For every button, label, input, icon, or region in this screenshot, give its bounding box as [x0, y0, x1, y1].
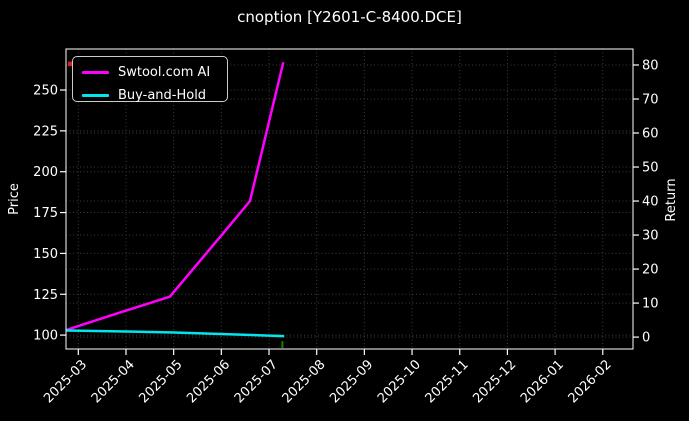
return-tick-label: 0 — [642, 331, 650, 346]
red-marker — [67, 61, 73, 67]
return-tick-label: 50 — [642, 161, 659, 176]
x-tick-label: 2025-03 — [41, 357, 90, 406]
return-tick-label: 20 — [642, 263, 659, 278]
legend-label-swtool-ai: Swtool.com AI — [118, 65, 211, 80]
legend-label-buy-and-hold: Buy-and-Hold — [118, 88, 207, 103]
x-tick-label: 2025-08 — [280, 357, 329, 406]
price-tick-label: 200 — [33, 165, 58, 180]
return-axis-label: Return — [664, 178, 679, 222]
return-tick-label: 10 — [642, 297, 659, 312]
x-tick-label: 2025-05 — [137, 357, 186, 406]
x-tick-label: 2025-07 — [232, 357, 281, 406]
price-tick-label: 100 — [33, 329, 58, 344]
price-tick-label: 250 — [33, 84, 58, 99]
x-tick-label: 2026-02 — [566, 357, 615, 406]
return-tick-label: 30 — [642, 229, 659, 244]
x-tick-label: 2025-12 — [470, 357, 519, 406]
return-tick-label: 60 — [642, 127, 659, 142]
price-tick-label: 150 — [33, 247, 58, 262]
legend-item-buy-and-hold: Buy-and-Hold — [73, 84, 227, 107]
price-tick-label: 175 — [33, 206, 58, 221]
x-tick-label: 2025-11 — [423, 357, 472, 406]
x-tick-label: 2025-04 — [89, 357, 138, 406]
return-tick-label: 40 — [642, 195, 659, 210]
buy-and-hold-line-swatch — [82, 94, 109, 97]
price-axis-label: Price — [7, 183, 22, 215]
price-tick-label: 225 — [33, 124, 58, 139]
x-tick-label: 2025-06 — [184, 357, 233, 406]
legend-item-swtool-ai: Swtool.com AI — [73, 61, 227, 84]
legend: Swtool.com AI Buy-and-Hold — [72, 56, 228, 102]
return-tick-label: 80 — [642, 58, 659, 73]
plot-border — [65, 48, 634, 350]
chart-title: cnoption [Y2601-C-8400.DCE] — [237, 8, 462, 26]
return-tick-label: 70 — [642, 93, 659, 108]
price-tick-label: 125 — [33, 288, 58, 303]
swtool-ai-line-swatch — [82, 71, 109, 74]
x-tick-label: 2025-09 — [327, 357, 376, 406]
series-line-buy-and-hold — [65, 329, 285, 338]
x-tick-label: 2026-01 — [518, 357, 567, 406]
series-line-swtool-ai — [65, 61, 285, 332]
x-tick-label: 2025-10 — [375, 357, 424, 406]
